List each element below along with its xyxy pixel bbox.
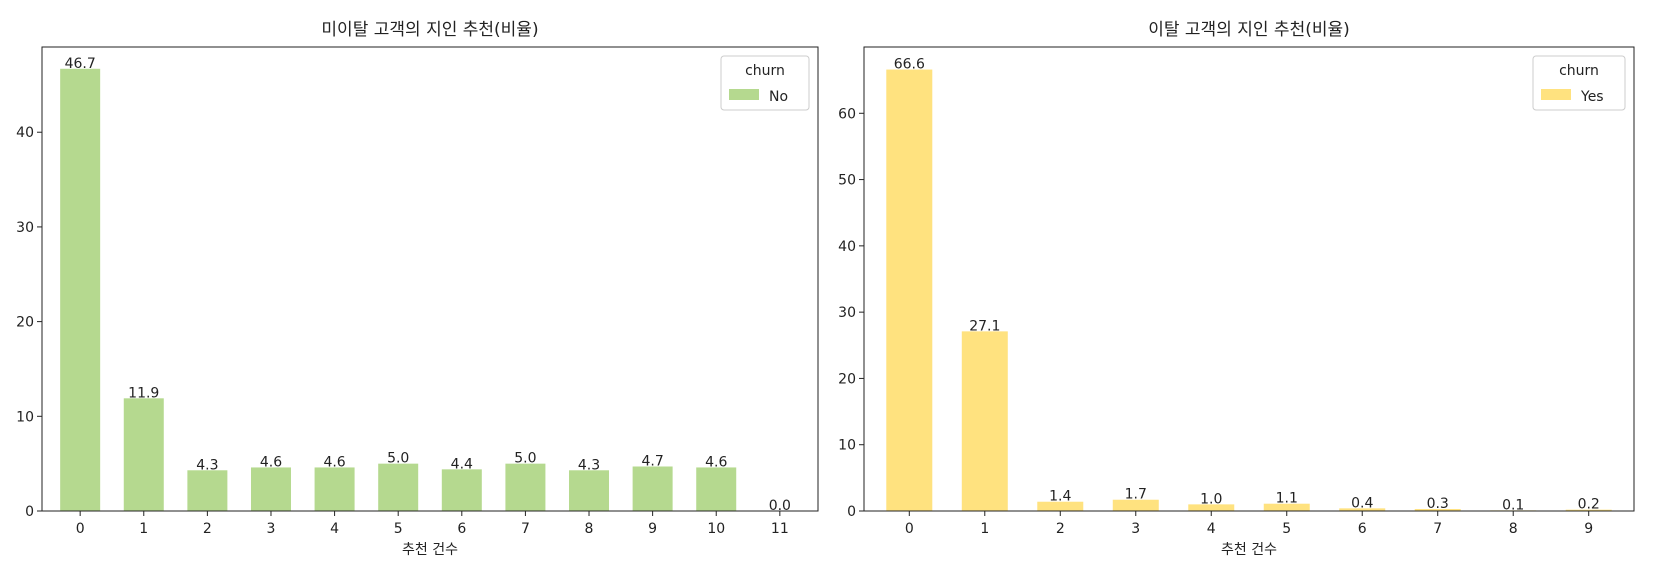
x-tick-label: 11	[771, 521, 789, 537]
x-tick-label: 5	[1282, 521, 1291, 537]
data-label: 27.1	[969, 318, 1000, 334]
data-label: 4.3	[578, 457, 600, 473]
axes-frame	[863, 46, 1635, 512]
x-tick-label: 2	[1056, 521, 1065, 537]
data-label: 4.6	[323, 454, 345, 470]
bar	[632, 466, 673, 511]
bar	[314, 467, 355, 511]
y-tick-label: 20	[838, 371, 856, 387]
x-tick-label: 2	[203, 521, 212, 537]
bar	[1112, 499, 1159, 511]
x-tick-label: 0	[905, 521, 914, 537]
data-label: 0.1	[1502, 497, 1524, 513]
x-tick-label: 4	[1207, 521, 1216, 537]
chart-2: 이탈 고객의 지인 추천(비율) 66.6 27.1 1.4 1.7 1.0 1.1 0.4 0…	[838, 20, 1635, 558]
data-label: 66.6	[894, 57, 925, 73]
data-label: 1.4	[1049, 489, 1071, 505]
chart-title: 미이탈 고객의 지인 추천(비율)	[321, 20, 538, 40]
data-label: 5.0	[514, 451, 536, 467]
y-tick-label: 30	[838, 305, 856, 321]
y-tick-label: 20	[16, 315, 34, 331]
chart-1: 미이탈 고객의 지인 추천(비율) 46.7 11.9 4.3 4.6 4.6 5.0 4.4…	[16, 20, 819, 558]
y-tick-label: 60	[838, 106, 856, 122]
bar	[123, 398, 164, 511]
x-tick-label: 7	[1433, 521, 1442, 537]
x-tick-label: 8	[1509, 521, 1518, 537]
data-label: 0.3	[1427, 496, 1449, 512]
y-tick-label: 40	[838, 239, 856, 255]
bar	[961, 331, 1008, 511]
bar	[60, 68, 101, 511]
bar	[1037, 501, 1084, 511]
legend: churn Yes	[1532, 55, 1626, 111]
data-label: 1.7	[1125, 487, 1147, 503]
axes-frame	[41, 46, 819, 512]
bar	[569, 470, 610, 511]
data-label: 4.6	[705, 454, 727, 470]
data-label: 1.1	[1276, 491, 1298, 507]
x-tick-label: 10	[707, 521, 725, 537]
data-label: 46.7	[65, 56, 96, 72]
bar	[187, 470, 228, 511]
y-tick-label: 10	[838, 438, 856, 454]
x-tick-label: 7	[521, 521, 530, 537]
data-label: 0.4	[1351, 495, 1373, 511]
bar	[1565, 509, 1612, 511]
data-label: 0.2	[1578, 497, 1600, 513]
data-label: 4.6	[260, 454, 282, 470]
bar	[696, 467, 737, 511]
bar	[886, 69, 933, 511]
y-tick-label: 0	[847, 504, 856, 520]
x-tick-label: 3	[1131, 521, 1140, 537]
legend-entry: No	[769, 89, 788, 105]
data-label: 11.9	[128, 385, 159, 401]
x-tick-label: 1	[139, 521, 148, 537]
data-label: 4.3	[196, 457, 218, 473]
bar	[250, 467, 291, 511]
x-tick-label: 0	[76, 521, 85, 537]
bar	[505, 463, 546, 511]
x-axis-label: 추천 건수	[402, 542, 458, 558]
legend-title: churn	[1559, 63, 1599, 79]
legend-title: churn	[745, 63, 785, 79]
x-tick-label: 6	[457, 521, 466, 537]
legend: churn No	[720, 55, 810, 111]
bar	[378, 463, 419, 511]
bar	[441, 469, 482, 511]
y-tick-label: 10	[16, 409, 34, 425]
x-tick-label: 3	[267, 521, 276, 537]
x-tick-label: 4	[330, 521, 339, 537]
legend-swatch	[1541, 89, 1571, 100]
x-tick-label: 5	[394, 521, 403, 537]
bar	[1414, 509, 1461, 511]
x-tick-label: 6	[1358, 521, 1367, 537]
data-label: 4.7	[641, 453, 663, 469]
y-tick-label: 0	[25, 504, 34, 520]
data-label: 5.0	[387, 451, 409, 467]
x-axis-label: 추천 건수	[1221, 542, 1277, 558]
data-label: 4.4	[451, 456, 473, 472]
data-label: 1.0	[1200, 491, 1222, 507]
legend-swatch	[729, 89, 759, 100]
y-tick-label: 40	[16, 125, 34, 141]
data-label: 0.0	[769, 498, 791, 514]
x-tick-label: 1	[980, 521, 989, 537]
bar	[1188, 504, 1235, 511]
y-tick-label: 30	[16, 220, 34, 236]
bar	[1339, 508, 1386, 511]
y-tick-label: 50	[838, 173, 856, 189]
legend-entry: Yes	[1580, 89, 1604, 105]
x-tick-label: 9	[1584, 521, 1593, 537]
chart-title: 이탈 고객의 지인 추천(비율)	[1148, 20, 1350, 40]
bar	[1263, 503, 1310, 511]
x-tick-label: 8	[585, 521, 594, 537]
x-tick-label: 9	[648, 521, 657, 537]
